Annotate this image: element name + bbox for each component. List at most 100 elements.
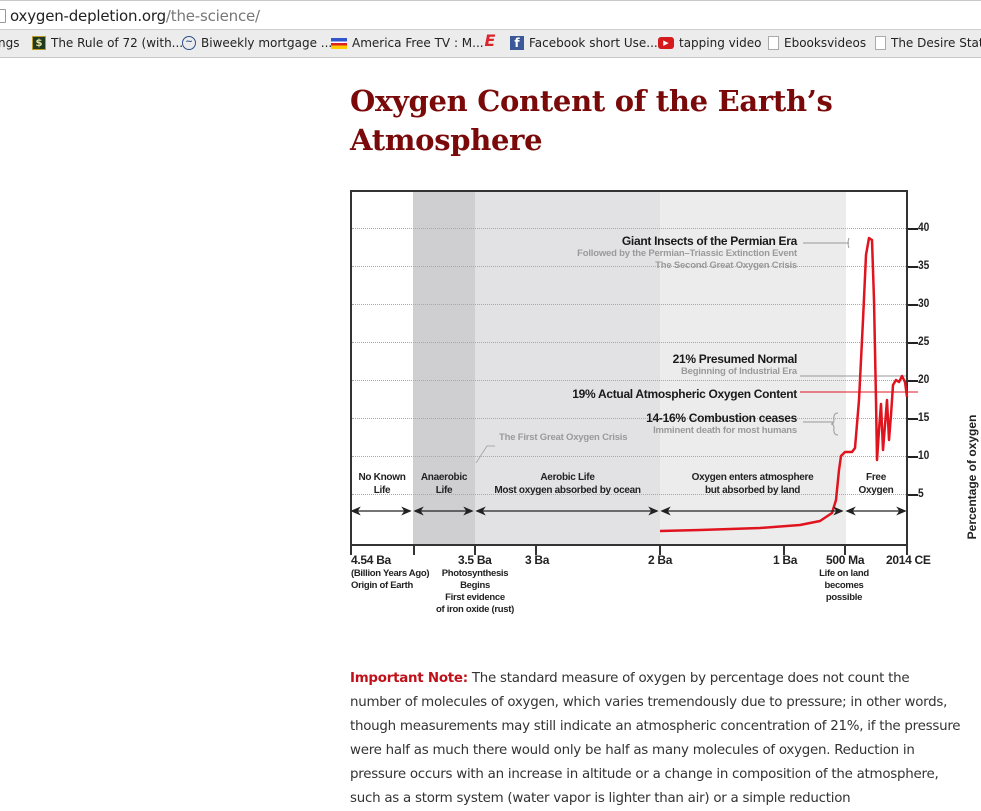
bookmark-settings[interactable]: ngs bbox=[0, 36, 19, 50]
xlabel-4-54-sub: (Billion Years Ago) Origin of Earth bbox=[351, 568, 430, 591]
bookmark-desire-stater[interactable]: The Desire Stater bbox=[875, 36, 981, 50]
ytick-label-25: 25 bbox=[918, 334, 930, 348]
xtick-2014 bbox=[906, 546, 908, 555]
ytick-35 bbox=[908, 266, 918, 268]
xlabel-3-5-sub: Photosynthesis Begins First evidence of iro… bbox=[436, 568, 514, 615]
xtick-2 bbox=[659, 546, 661, 555]
xtick-3-5 bbox=[474, 546, 476, 555]
ytick-20 bbox=[908, 380, 918, 382]
wave-icon: ~ bbox=[182, 36, 196, 50]
page-title: Oxygen Content of the Earth’s Atmosphere bbox=[350, 82, 870, 160]
gridline-30 bbox=[352, 304, 906, 305]
url-path: /the-science/ bbox=[165, 7, 260, 25]
era-aerobic-life: Aerobic Life Most oxygen absorbed by ocea… bbox=[494, 472, 641, 496]
bookmark-label: tapping video bbox=[679, 36, 762, 50]
ytick-label-30: 30 bbox=[918, 296, 930, 310]
ytick-label-5: 5 bbox=[918, 486, 924, 500]
region-anaerobic bbox=[413, 192, 475, 544]
e-logo-icon: E bbox=[484, 31, 496, 50]
ytick-15 bbox=[908, 418, 918, 420]
era-arrows bbox=[350, 506, 907, 516]
annotation-first-crisis: The First Great Oxygen Crisis bbox=[499, 432, 628, 444]
xtick-4 bbox=[413, 546, 415, 555]
facebook-icon: f bbox=[510, 36, 524, 50]
gridline-20 bbox=[352, 380, 906, 381]
xtick-4-54 bbox=[350, 546, 352, 555]
xtick-500 bbox=[844, 546, 846, 555]
ytick-30 bbox=[908, 304, 918, 306]
ytick-40 bbox=[908, 228, 918, 230]
xlabel-2014: 2014 CE bbox=[886, 553, 931, 567]
bookmark-label: The Desire Stater bbox=[891, 36, 981, 50]
gridline-40 bbox=[352, 228, 906, 229]
url-text[interactable]: oxygen-depletion.org/the-science/ bbox=[10, 7, 260, 25]
ytick-25 bbox=[908, 342, 918, 344]
bookmark-e[interactable]: E bbox=[482, 31, 498, 50]
leader-first-crisis bbox=[475, 445, 495, 464]
annotation-title: 14-16% Combustion ceases bbox=[646, 411, 797, 425]
annotation-title: 21% Presumed Normal bbox=[672, 352, 798, 366]
bookmark-rule-of-72[interactable]: $ The Rule of 72 (with... bbox=[32, 36, 183, 50]
annotation-presumed-normal: 21% Presumed Normal Beginning of Industr… bbox=[672, 352, 798, 378]
ytick-10 bbox=[908, 456, 918, 458]
xlabel-3: 3 Ba bbox=[525, 553, 550, 567]
gridline-35 bbox=[352, 266, 906, 267]
region-land-absorption bbox=[660, 192, 846, 544]
annotation-sub: The First Great Oxygen Crisis bbox=[499, 432, 628, 443]
xlabel-500: 500 Ma bbox=[826, 553, 865, 567]
xlabel-1: 1 Ba bbox=[773, 553, 798, 567]
annotation-title: 19% Actual Atmospheric Oxygen Content bbox=[572, 387, 797, 401]
bracket-icon bbox=[847, 237, 850, 249]
annotation-sub: The Second Great Oxygen Crisis bbox=[655, 260, 797, 271]
xlabel-3-5: 3.5 Ba bbox=[458, 553, 492, 567]
address-bar[interactable]: oxygen-depletion.org/the-science/ bbox=[0, 0, 981, 30]
annotation-sub: Beginning of Industrial Era bbox=[681, 366, 797, 377]
ytick-label-40: 40 bbox=[918, 220, 930, 234]
ytick-5 bbox=[908, 494, 918, 496]
title-line-1: Oxygen Content of the Earth’s bbox=[350, 84, 833, 118]
annotation-combustion: 14-16% Combustion ceases Imminent death … bbox=[646, 411, 797, 437]
flag-icon bbox=[331, 37, 347, 49]
page-icon bbox=[0, 9, 6, 23]
bookmark-ebooksvideos[interactable]: Ebooksvideos bbox=[768, 36, 866, 50]
ytick-label-20: 20 bbox=[918, 372, 930, 386]
bookmark-label: The Rule of 72 (with... bbox=[51, 36, 184, 50]
xlabel-2: 2 Ba bbox=[648, 553, 673, 567]
annotation-sub: Imminent death for most humans bbox=[653, 425, 797, 436]
ytick-label-10: 10 bbox=[918, 448, 930, 462]
brace-icon bbox=[830, 412, 839, 436]
important-note: Important Note: The standard measure of … bbox=[350, 667, 962, 811]
gridline-15 bbox=[352, 418, 906, 419]
document-icon bbox=[768, 36, 779, 50]
gridline-5 bbox=[352, 494, 906, 495]
y-axis-title: Percentage of oxygen bbox=[965, 414, 979, 540]
era-oxygen-enters: Oxygen enters atmosphere but absorbed by … bbox=[691, 472, 814, 496]
xlabel-4-54: 4.54 Ba bbox=[351, 553, 391, 567]
xlabel-500-sub: Life on land becomes possible bbox=[819, 568, 869, 603]
gridline-25 bbox=[352, 342, 906, 343]
ytick-label-15: 15 bbox=[918, 410, 930, 424]
title-line-2: Atmosphere bbox=[350, 123, 543, 157]
bookmark-tapping-video[interactable]: ▶ tapping video bbox=[658, 36, 761, 50]
oxygen-chart bbox=[350, 190, 908, 546]
dollar-icon: $ bbox=[32, 36, 46, 50]
oxygen-curve bbox=[659, 236, 909, 533]
annotation-actual-content: 19% Actual Atmospheric Oxygen Content bbox=[572, 387, 797, 401]
era-anaerobic-life: Anaerobic Life bbox=[420, 472, 468, 496]
annotation-title: Giant Insects of the Permian Era bbox=[621, 234, 797, 248]
bookmark-america-free-tv[interactable]: America Free TV : M... bbox=[331, 36, 484, 50]
bookmarks-bar: ngs $ The Rule of 72 (with... ~ Biweekly m… bbox=[0, 30, 981, 58]
ytick-label-35: 35 bbox=[918, 258, 930, 272]
note-label: Important Note: bbox=[350, 671, 468, 687]
bookmark-biweekly-mortgage[interactable]: ~ Biweekly mortgage ... bbox=[182, 36, 332, 50]
annotation-giant-insects: Giant Insects of the Permian Era Followe… bbox=[577, 234, 797, 272]
bookmark-label: ngs bbox=[0, 36, 20, 50]
bookmark-facebook[interactable]: f Facebook short Use... bbox=[510, 36, 658, 50]
gridline-10 bbox=[352, 456, 906, 457]
document-icon bbox=[875, 36, 886, 50]
url-host: oxygen-depletion.org bbox=[10, 7, 166, 25]
bookmark-label: Biweekly mortgage ... bbox=[201, 36, 333, 50]
youtube-icon: ▶ bbox=[658, 37, 674, 49]
era-no-known-life: No Known Life bbox=[358, 472, 406, 496]
